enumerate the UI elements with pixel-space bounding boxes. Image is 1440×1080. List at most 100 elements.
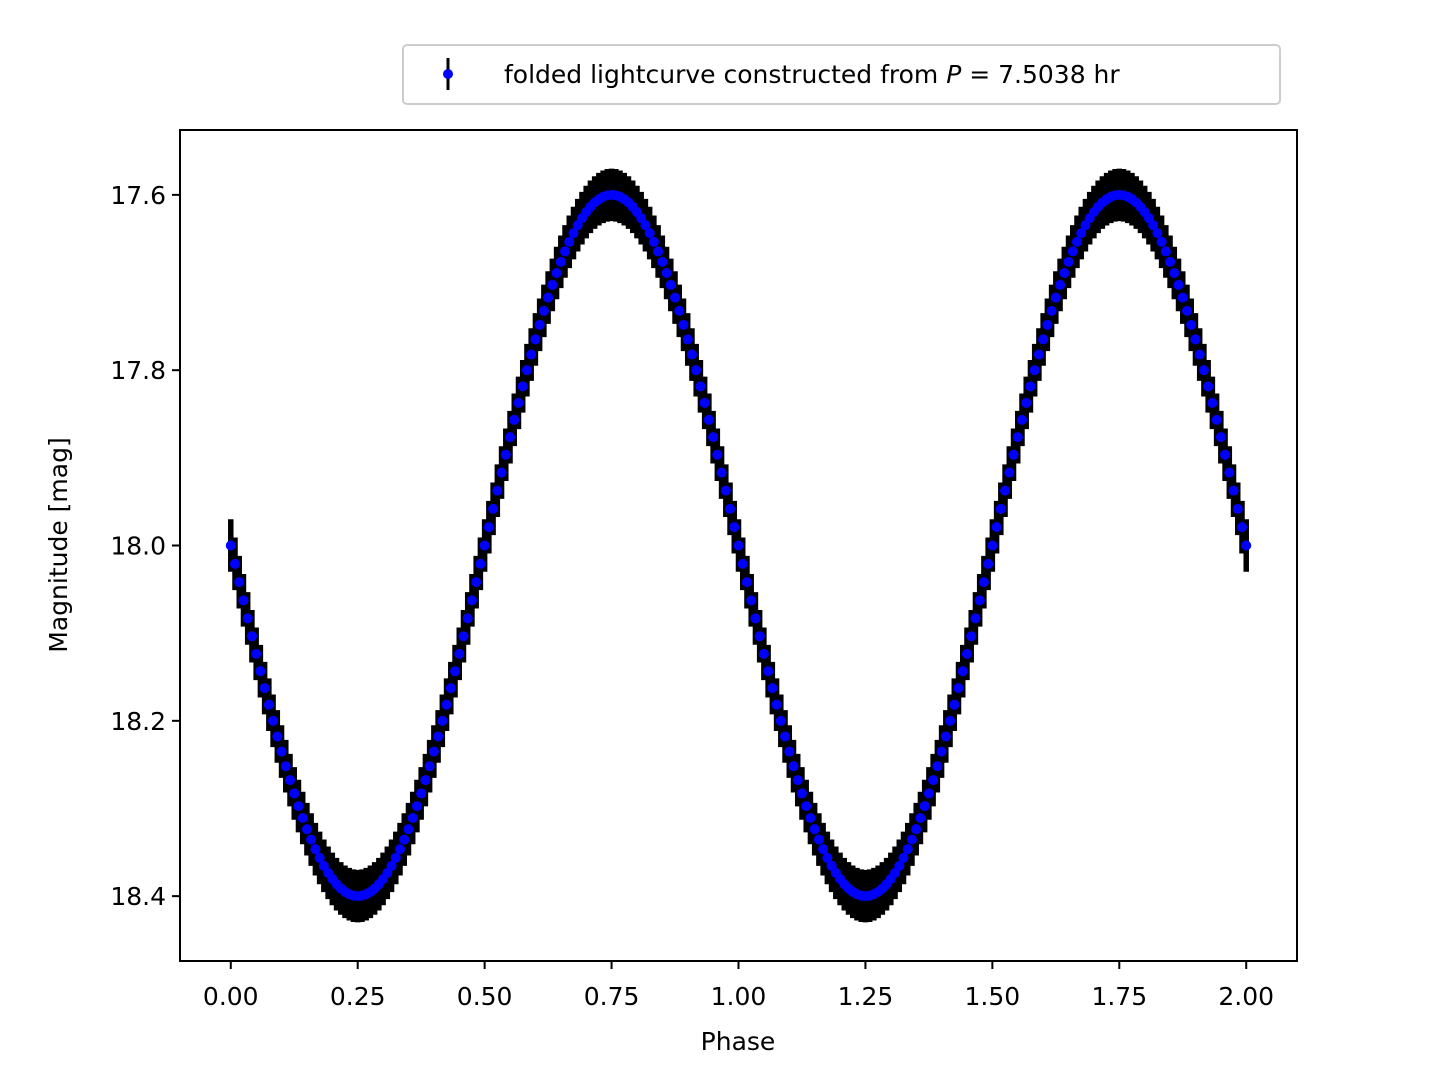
data-point [513,397,524,408]
data-point [767,683,778,694]
data-point [708,432,719,443]
data-point [1063,256,1074,267]
data-point [949,699,960,710]
data-point [674,305,685,316]
data-point [906,834,917,845]
data-point [263,699,274,710]
legend-label-suffix: = 7.5038 hr [961,60,1120,89]
data-point [991,522,1002,533]
legend-box [402,44,1281,105]
x-axis: 0.00 0.25 0.50 0.75 1.00 1.25 1.50 1.75 2.00 [203,961,1274,1011]
data-point [780,731,791,742]
data-point [686,349,697,360]
data-point [1004,467,1015,478]
data-point [699,397,710,408]
data-point [1050,292,1061,303]
data-point [471,577,482,588]
data-point [1207,397,1218,408]
data-point [919,801,930,812]
data-point [1236,522,1247,533]
data-point [678,319,689,330]
data-point [390,852,401,863]
data-point [1198,365,1209,376]
data-point [314,852,325,863]
data-point [564,236,575,247]
data-point [420,775,431,786]
data-point [640,220,651,231]
data-point [961,648,972,659]
data-point [521,365,532,376]
x-tick-label: 1.50 [965,982,1021,1011]
data-point [458,631,469,642]
data-point [1025,381,1036,392]
data-point [517,381,528,392]
data-point [568,228,579,239]
data-point [1186,319,1197,330]
data-point [754,631,765,642]
data-point [945,715,956,726]
data-point [691,365,702,376]
data-point [475,558,486,569]
data-point [1055,279,1066,290]
data-point [758,648,769,659]
data-point [289,788,300,799]
x-tick-label: 2.00 [1218,982,1274,1011]
data-point [285,775,296,786]
data-point [441,699,452,710]
data-point [547,279,558,290]
data-point [733,540,744,551]
data-point [1165,256,1176,267]
data-point [644,228,655,239]
data-point [1194,349,1205,360]
data-point [970,613,981,624]
data-point [796,788,807,799]
legend: folded lightcurve constructed from P = 7… [402,44,1281,105]
data-point [1232,503,1243,514]
data-point [1160,246,1171,257]
data-point [242,613,253,624]
data-point [665,279,676,290]
data-point [809,824,820,835]
data-point [784,746,795,757]
data-point [725,503,736,514]
data-point [763,666,774,677]
data-point [915,812,926,823]
data-point [771,699,782,710]
data-point [1211,414,1222,425]
data-point [551,268,562,279]
data-point [310,844,321,855]
data-point [251,648,262,659]
data-point [720,485,731,496]
data-point [230,558,241,569]
data-point [450,666,461,677]
data-point [246,631,257,642]
data-point [492,485,503,496]
data-point [987,540,998,551]
data-point [1033,349,1044,360]
data-point [911,824,922,835]
data-point [902,844,913,855]
data-point [1046,305,1057,316]
data-point [966,631,977,642]
data-point [936,746,947,757]
y-tick-label: 18.0 [110,532,166,561]
data-point [729,522,740,533]
data-point [1215,432,1226,443]
data-point [974,595,985,606]
data-point [813,834,824,845]
data-point [276,746,287,757]
x-tick-label: 1.25 [838,982,894,1011]
data-point [479,540,490,551]
x-tick-label: 0.75 [584,982,640,1011]
data-point [1071,236,1082,247]
data-point [534,319,545,330]
data-point [788,761,799,772]
data-point [560,246,571,257]
data-point [1076,228,1087,239]
y-tick-label: 17.6 [110,181,166,210]
data-point [538,305,549,316]
data-point [670,292,681,303]
data-point [1228,485,1239,496]
data-point [648,236,659,247]
